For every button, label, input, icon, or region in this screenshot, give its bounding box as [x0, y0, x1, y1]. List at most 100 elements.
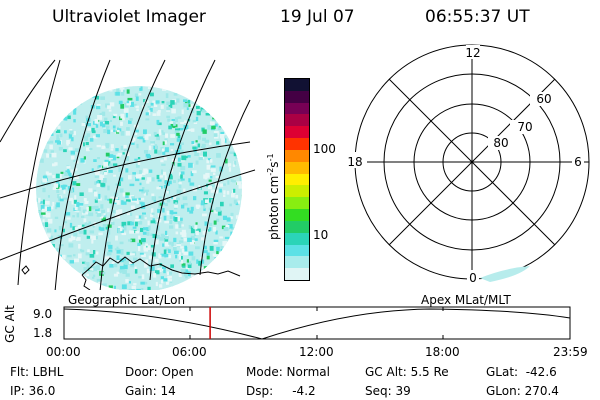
uv-pixel — [182, 196, 188, 201]
uv-pixel — [189, 96, 193, 100]
uv-pixel — [235, 147, 239, 152]
uv-pixel — [235, 239, 240, 244]
uv-pixel — [48, 121, 54, 125]
uv-pixel — [58, 104, 62, 110]
uv-pixel — [213, 239, 219, 242]
uv-pixel — [98, 165, 102, 168]
uv-pixel — [166, 190, 169, 194]
uv-pixel — [89, 282, 92, 288]
uv-pixel — [183, 282, 188, 287]
uv-pixel — [62, 254, 66, 260]
uv-pixel — [130, 263, 135, 268]
uv-pixel — [241, 231, 242, 237]
uv-pixel — [89, 147, 93, 150]
uv-pixel — [59, 173, 62, 179]
altitude-ylabel: GC Alt — [3, 305, 17, 343]
uv-pixel — [195, 230, 199, 235]
uv-pixel — [162, 278, 168, 282]
uv-pixel — [114, 199, 118, 203]
uv-pixel — [39, 158, 44, 163]
uv-pixel — [205, 96, 209, 101]
uv-pixel — [219, 183, 224, 187]
uv-pixel — [100, 271, 106, 275]
uv-pixel — [239, 176, 242, 182]
uv-pixel — [209, 121, 215, 126]
uv-pixel — [129, 183, 135, 187]
uv-pixel — [49, 274, 54, 277]
uv-pixel — [149, 266, 155, 271]
uv-pixel — [174, 250, 179, 255]
uv-pixel — [162, 141, 165, 146]
uv-pixel — [76, 183, 81, 186]
uv-pixel — [188, 261, 192, 265]
uv-pixel — [82, 142, 85, 147]
uv-pixel — [95, 208, 100, 212]
uv-pixel — [88, 235, 93, 239]
uv-pixel — [236, 117, 240, 120]
uv-pixel — [98, 232, 103, 236]
uv-pixel — [215, 207, 221, 212]
uv-pixel — [69, 260, 74, 264]
uv-pixel — [155, 281, 158, 287]
uv-pixel — [130, 205, 135, 210]
uv-pixel — [83, 135, 89, 139]
uv-pixel — [96, 104, 101, 108]
uv-pixel — [79, 230, 84, 234]
uv-pixel — [63, 184, 68, 187]
uv-pixel — [230, 285, 236, 288]
uv-pixel — [94, 191, 98, 197]
uv-pixel — [113, 263, 118, 268]
uv-pixel — [103, 164, 107, 169]
uv-pixel — [87, 223, 90, 227]
uv-pixel — [63, 149, 67, 153]
uv-pixel — [162, 132, 166, 135]
uv-pixel — [141, 274, 145, 280]
uv-pixel — [125, 192, 130, 196]
uv-pixel — [175, 202, 178, 206]
uv-pixel — [150, 92, 154, 97]
uv-pixel — [117, 228, 121, 233]
uv-pixel — [54, 125, 58, 128]
uv-pixel — [171, 108, 176, 114]
altitude-timeline: GC Alt 9.0 1.8 — [3, 305, 571, 343]
uv-pixel — [77, 225, 82, 230]
uv-pixel — [175, 231, 179, 235]
uv-pixel — [138, 235, 141, 239]
uv-pixel — [226, 252, 230, 258]
uv-pixel — [132, 229, 137, 234]
uv-pixel — [137, 160, 141, 165]
uv-pixel — [139, 189, 144, 192]
uv-pixel — [118, 226, 122, 230]
uv-pixel — [120, 131, 125, 136]
uv-pixel — [180, 246, 184, 249]
uv-pixel — [210, 189, 214, 193]
uv-pixel — [76, 213, 80, 218]
latitude-line — [0, 169, 256, 261]
uv-pixel — [180, 122, 185, 125]
uv-pixel — [178, 272, 182, 277]
uv-pixel — [158, 131, 162, 136]
uv-pixel — [203, 266, 208, 270]
uv-pixel — [241, 131, 242, 136]
uv-pixel — [43, 265, 47, 269]
uv-pixel — [115, 210, 120, 215]
uv-pixel — [201, 259, 205, 264]
uv-pixel — [135, 105, 139, 108]
uv-pixel — [122, 192, 127, 197]
uv-pixel — [88, 221, 92, 225]
uv-pixel — [130, 101, 134, 107]
uv-pixel — [228, 167, 232, 172]
uv-pixel — [157, 268, 162, 272]
uv-pixel — [86, 262, 90, 267]
uv-pixel — [151, 177, 155, 182]
uv-pixel — [214, 135, 219, 139]
uv-pixel — [215, 266, 219, 270]
uv-pixel — [83, 96, 88, 99]
uv-pixel — [229, 265, 233, 268]
uv-pixel — [56, 183, 60, 188]
uv-pixel — [143, 129, 147, 134]
uv-pixel — [156, 135, 160, 141]
uv-pixel — [232, 121, 236, 125]
uv-pixel — [172, 102, 178, 105]
uv-pixel — [119, 188, 124, 193]
